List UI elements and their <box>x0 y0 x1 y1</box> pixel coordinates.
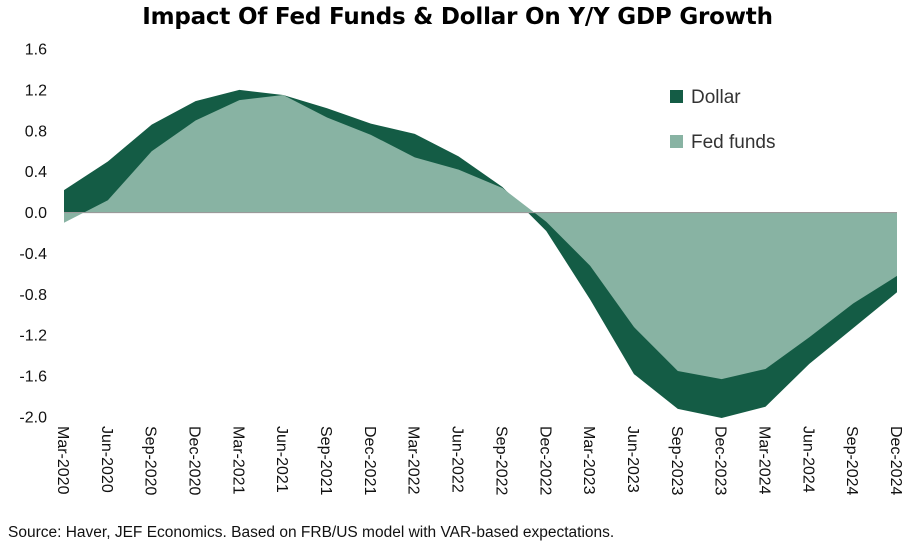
y-tick-label: 0.8 <box>25 123 47 140</box>
x-tick-label: Dec-2021 <box>361 426 378 495</box>
legend-label-dollar: Dollar <box>691 87 741 108</box>
legend-label-fed-funds: Fed funds <box>691 132 776 153</box>
source-note: Source: Haver, JEF Economics. Based on F… <box>8 524 615 541</box>
y-tick-label: -1.2 <box>19 328 47 345</box>
y-tick-label: -0.4 <box>19 246 47 263</box>
legend-swatch-dollar <box>670 90 683 103</box>
x-tick-label: Sep-2021 <box>317 426 334 495</box>
x-tick-label: Jun-2024 <box>799 426 816 493</box>
x-tick-label: Mar-2021 <box>229 426 246 495</box>
x-tick-label: Dec-2022 <box>536 426 553 495</box>
x-tick-label: Sep-2024 <box>843 426 860 495</box>
x-tick-label: Mar-2020 <box>54 426 71 495</box>
x-tick-label: Sep-2022 <box>492 426 509 495</box>
x-tick-label: Dec-2023 <box>712 426 729 495</box>
y-tick-label: -0.8 <box>19 287 47 304</box>
area-layer <box>64 89 897 419</box>
y-axis-ticks: 1.6 1.2 0.8 0.4 0.0 -0.4 -0.8 -1.2 -1.6 -2.0 <box>19 42 47 427</box>
x-tick-label: Jun-2023 <box>624 426 641 493</box>
x-axis-ticks: Mar-2020 Jun-2020 Sep-2020 Dec-2020 Mar-2021… <box>54 426 904 495</box>
y-tick-label: 0.4 <box>25 164 47 181</box>
legend: Dollar Fed funds <box>670 87 776 153</box>
series-area-fed-funds <box>64 95 897 380</box>
x-tick-label: Jun-2021 <box>273 426 290 493</box>
x-tick-label: Mar-2024 <box>755 426 772 495</box>
x-tick-label: Dec-2024 <box>887 426 904 495</box>
x-tick-label: Mar-2023 <box>580 426 597 495</box>
chart-title: Impact Of Fed Funds & Dollar On Y/Y GDP … <box>142 4 773 30</box>
y-tick-label: 1.2 <box>25 82 47 99</box>
y-tick-label: 1.6 <box>25 42 47 59</box>
x-tick-label: Sep-2023 <box>668 426 685 495</box>
y-tick-label: -1.6 <box>19 369 47 386</box>
legend-swatch-fed-funds <box>670 135 683 148</box>
x-tick-label: Sep-2020 <box>142 426 159 495</box>
chart-area: 1.6 1.2 0.8 0.4 0.0 -0.4 -0.8 -1.2 -1.6 -2.0 Mar-… <box>19 42 904 496</box>
y-tick-label: 0.0 <box>25 205 47 222</box>
x-tick-label: Jun-2022 <box>449 426 466 493</box>
x-tick-label: Jun-2020 <box>98 426 115 493</box>
x-tick-label: Dec-2020 <box>186 426 203 495</box>
x-tick-label: Mar-2022 <box>405 426 422 495</box>
y-tick-label: -2.0 <box>19 410 47 427</box>
